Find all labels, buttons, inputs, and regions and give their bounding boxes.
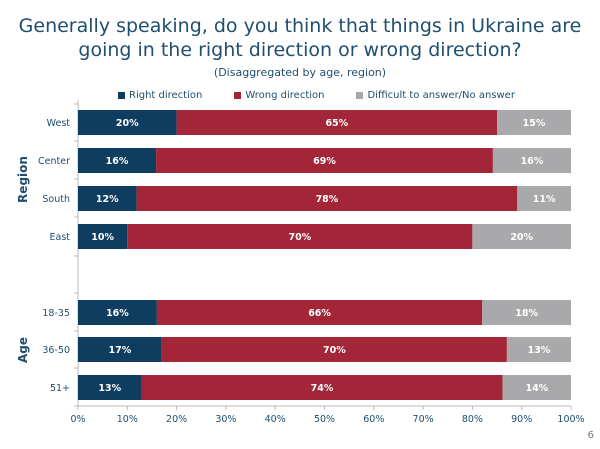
group-label: Age xyxy=(16,337,30,363)
data-label: 20% xyxy=(116,118,139,129)
category-label: 36-50 xyxy=(42,345,70,356)
x-tick-label: 60% xyxy=(363,414,384,425)
legend-swatch xyxy=(356,92,364,99)
data-label: 10% xyxy=(91,232,114,243)
bar-segment-right xyxy=(78,337,162,362)
page-number: 6 xyxy=(587,430,594,441)
category-label: Center xyxy=(38,156,70,167)
bar-segment-difficult xyxy=(517,186,571,211)
bar-segment-right xyxy=(78,224,128,249)
data-label: 16% xyxy=(106,156,129,167)
category-label: 51+ xyxy=(50,383,70,394)
bar-segment-right xyxy=(78,110,177,135)
bar-segment-right xyxy=(78,186,137,211)
legend-swatch xyxy=(118,92,125,99)
category-label: South xyxy=(42,194,70,205)
category-label: 18-35 xyxy=(42,308,70,319)
bar-segment-right xyxy=(78,300,157,325)
chart-subtitle: (Disaggregated by age, region) xyxy=(213,66,387,79)
data-label: 70% xyxy=(323,345,346,356)
bar-segment-right xyxy=(78,375,142,400)
x-tick-label: 50% xyxy=(314,414,335,425)
x-tick-label: 70% xyxy=(413,414,434,425)
data-label: 16% xyxy=(521,156,544,167)
data-label: 69% xyxy=(313,156,336,167)
data-label: 11% xyxy=(533,194,556,205)
data-label: 66% xyxy=(308,308,331,319)
legend-item-wrong: Wrong direction xyxy=(234,90,324,101)
bar-segment-difficult xyxy=(506,337,571,362)
chart-title: Generally speaking, do you think that th… xyxy=(18,15,582,61)
legend-label: Right direction xyxy=(129,90,203,101)
data-label: 74% xyxy=(311,383,334,394)
legend-item-right: Right direction xyxy=(118,90,202,101)
bar-segment-wrong xyxy=(176,110,498,135)
legend-label: Difficult to answer/No answer xyxy=(367,90,515,101)
data-label: 20% xyxy=(510,232,533,243)
bar-segment-right xyxy=(78,148,157,173)
bar-segment-difficult xyxy=(492,148,571,173)
legend-item-difficult: Difficult to answer/No answer xyxy=(356,90,515,101)
legend-label: Wrong direction xyxy=(245,90,325,101)
bar-segment-wrong xyxy=(136,186,518,211)
category-label: West xyxy=(47,118,71,129)
group-label: Region xyxy=(16,156,30,203)
data-label: 17% xyxy=(109,345,132,356)
bar-segment-wrong xyxy=(156,148,493,173)
data-label: 12% xyxy=(96,194,119,205)
bar-segment-difficult xyxy=(472,224,571,249)
x-tick-label: 0% xyxy=(70,414,85,425)
data-label: 70% xyxy=(288,232,311,243)
bar-segment-difficult xyxy=(497,110,571,135)
bar-segment-difficult xyxy=(482,300,571,325)
legend-swatch xyxy=(234,92,242,99)
x-tick-label: 10% xyxy=(117,414,138,425)
data-label: 13% xyxy=(98,383,121,394)
data-label: 16% xyxy=(106,308,129,319)
x-tick-label: 90% xyxy=(511,414,532,425)
bar-segment-difficult xyxy=(502,375,571,400)
legend: Right direction Wrong direction Difficul… xyxy=(118,90,515,101)
x-tick-label: 80% xyxy=(462,414,483,425)
bar-segment-wrong xyxy=(161,337,507,362)
x-tick-label: 40% xyxy=(265,414,286,425)
data-label: 78% xyxy=(316,194,339,205)
data-label: 65% xyxy=(325,118,348,129)
bar-segment-wrong xyxy=(156,300,483,325)
x-tick-label: 20% xyxy=(166,414,187,425)
x-tick-label: 30% xyxy=(215,414,236,425)
category-label: East xyxy=(50,232,71,243)
x-tick-label: 100% xyxy=(557,414,584,425)
data-label: 14% xyxy=(525,383,548,394)
data-label: 15% xyxy=(523,118,546,129)
bar-segment-wrong xyxy=(141,375,503,400)
bar-segment-wrong xyxy=(127,224,473,249)
data-label: 18% xyxy=(515,308,538,319)
data-label: 13% xyxy=(528,345,551,356)
